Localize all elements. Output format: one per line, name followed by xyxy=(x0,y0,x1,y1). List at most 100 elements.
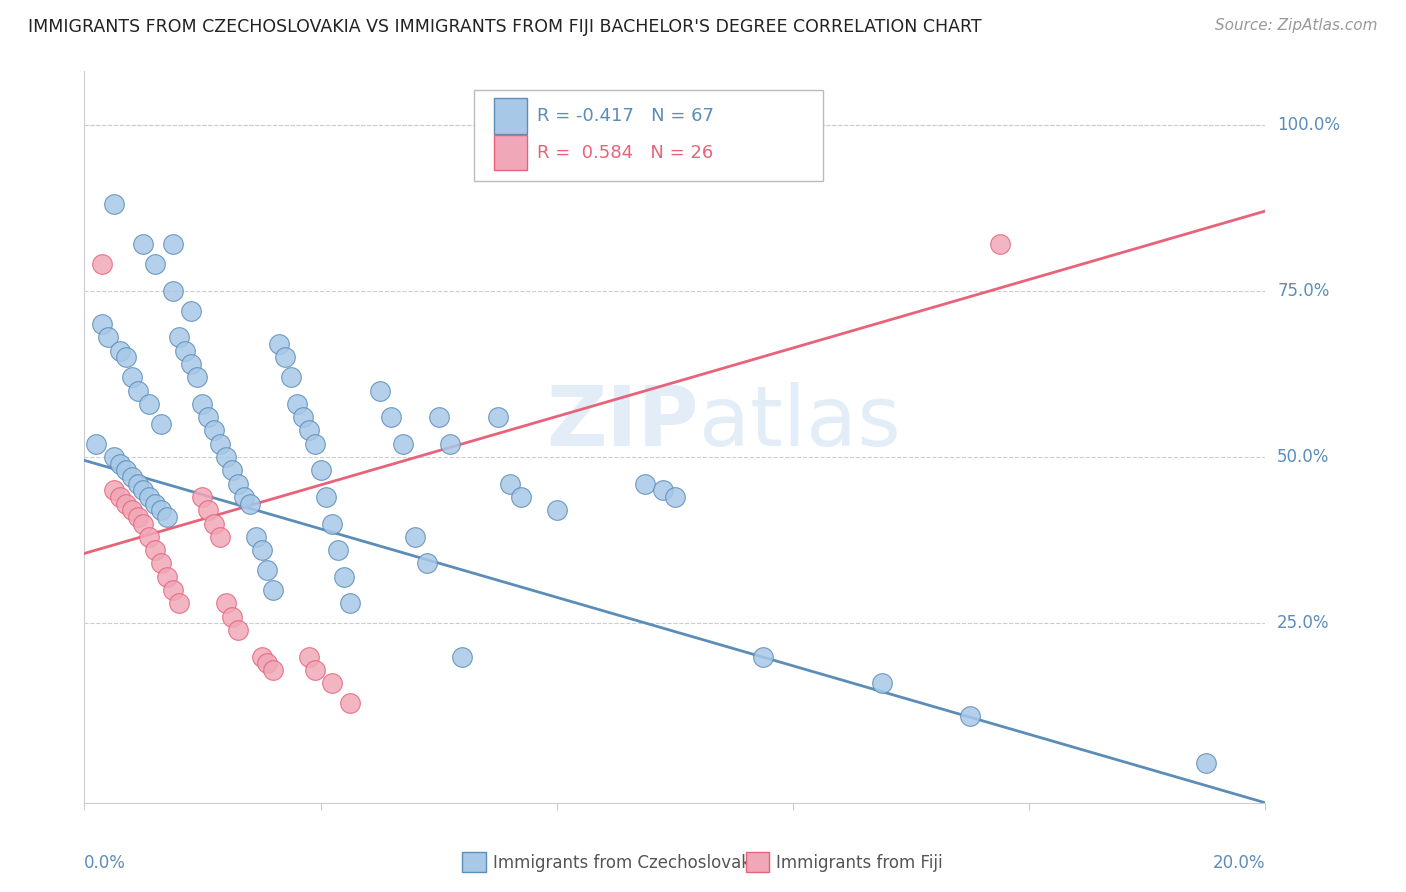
Point xyxy=(215,596,238,610)
Text: 50.0%: 50.0% xyxy=(1277,448,1330,466)
Point xyxy=(439,436,461,450)
Point xyxy=(959,709,981,723)
Point xyxy=(180,303,202,318)
Point xyxy=(121,503,143,517)
Point xyxy=(103,483,125,498)
Point xyxy=(173,343,195,358)
Point xyxy=(186,370,208,384)
Point xyxy=(256,656,278,670)
Point xyxy=(298,424,321,438)
Point xyxy=(108,490,131,504)
Text: Immigrants from Fiji: Immigrants from Fiji xyxy=(776,854,943,871)
Point xyxy=(226,623,249,637)
Text: R =  0.584   N = 26: R = 0.584 N = 26 xyxy=(537,144,713,161)
Point xyxy=(652,483,675,498)
Point xyxy=(138,530,160,544)
Point xyxy=(486,410,509,425)
Point xyxy=(232,490,254,504)
Point xyxy=(108,343,131,358)
Point xyxy=(202,516,225,531)
Point xyxy=(132,516,155,531)
Point xyxy=(634,476,657,491)
Text: atlas: atlas xyxy=(699,382,900,463)
Point xyxy=(226,476,249,491)
Point xyxy=(498,476,520,491)
Point xyxy=(280,370,302,384)
Point xyxy=(143,257,166,271)
Text: R = -0.417   N = 67: R = -0.417 N = 67 xyxy=(537,107,714,125)
Point xyxy=(91,317,114,331)
Point xyxy=(138,490,160,504)
Text: Source: ZipAtlas.com: Source: ZipAtlas.com xyxy=(1215,18,1378,33)
FancyBboxPatch shape xyxy=(494,98,527,134)
Point xyxy=(191,397,214,411)
Point xyxy=(321,516,343,531)
FancyBboxPatch shape xyxy=(745,852,769,872)
Point xyxy=(239,497,262,511)
Point xyxy=(256,563,278,577)
Point xyxy=(221,609,243,624)
Point xyxy=(150,417,173,431)
Point xyxy=(298,649,321,664)
Point xyxy=(404,530,426,544)
Point xyxy=(1195,756,1218,770)
Point xyxy=(150,557,173,571)
Point xyxy=(269,337,291,351)
Point xyxy=(870,676,893,690)
Point xyxy=(250,543,273,558)
Point xyxy=(309,463,332,477)
FancyBboxPatch shape xyxy=(474,90,823,181)
Point xyxy=(162,284,184,298)
Point xyxy=(304,436,326,450)
Point xyxy=(380,410,402,425)
Text: ZIP: ZIP xyxy=(546,382,699,463)
Point xyxy=(339,596,361,610)
Point xyxy=(321,676,343,690)
Point xyxy=(143,543,166,558)
Point xyxy=(197,410,219,425)
Point xyxy=(221,463,243,477)
FancyBboxPatch shape xyxy=(463,852,486,872)
Text: 100.0%: 100.0% xyxy=(1277,116,1340,134)
Point xyxy=(285,397,308,411)
Point xyxy=(114,497,136,511)
Text: 25.0%: 25.0% xyxy=(1277,615,1330,632)
Point xyxy=(202,424,225,438)
Point xyxy=(191,490,214,504)
Point xyxy=(127,509,149,524)
Text: 75.0%: 75.0% xyxy=(1277,282,1330,300)
Point xyxy=(84,436,107,450)
Point xyxy=(274,351,297,365)
Point xyxy=(209,530,232,544)
Point xyxy=(143,497,166,511)
Point xyxy=(988,237,1011,252)
Text: 20.0%: 20.0% xyxy=(1213,854,1265,872)
Point xyxy=(132,483,155,498)
Point xyxy=(150,503,173,517)
Point xyxy=(250,649,273,664)
Point xyxy=(138,397,160,411)
Point xyxy=(333,570,356,584)
Point xyxy=(127,476,149,491)
Point xyxy=(156,570,179,584)
Point xyxy=(127,384,149,398)
Point xyxy=(162,582,184,597)
Point xyxy=(162,237,184,252)
Point xyxy=(91,257,114,271)
FancyBboxPatch shape xyxy=(494,135,527,170)
Point xyxy=(108,457,131,471)
Point xyxy=(291,410,314,425)
Point xyxy=(167,330,190,344)
Point xyxy=(167,596,190,610)
Point xyxy=(392,436,415,450)
Point xyxy=(427,410,450,425)
Point xyxy=(546,503,568,517)
Point xyxy=(752,649,775,664)
Point xyxy=(180,357,202,371)
Point xyxy=(156,509,179,524)
Text: 0.0%: 0.0% xyxy=(84,854,127,872)
Point xyxy=(103,197,125,211)
Text: IMMIGRANTS FROM CZECHOSLOVAKIA VS IMMIGRANTS FROM FIJI BACHELOR'S DEGREE CORRELA: IMMIGRANTS FROM CZECHOSLOVAKIA VS IMMIGR… xyxy=(28,18,981,36)
Point xyxy=(197,503,219,517)
Text: Immigrants from Czechoslovakia: Immigrants from Czechoslovakia xyxy=(494,854,766,871)
